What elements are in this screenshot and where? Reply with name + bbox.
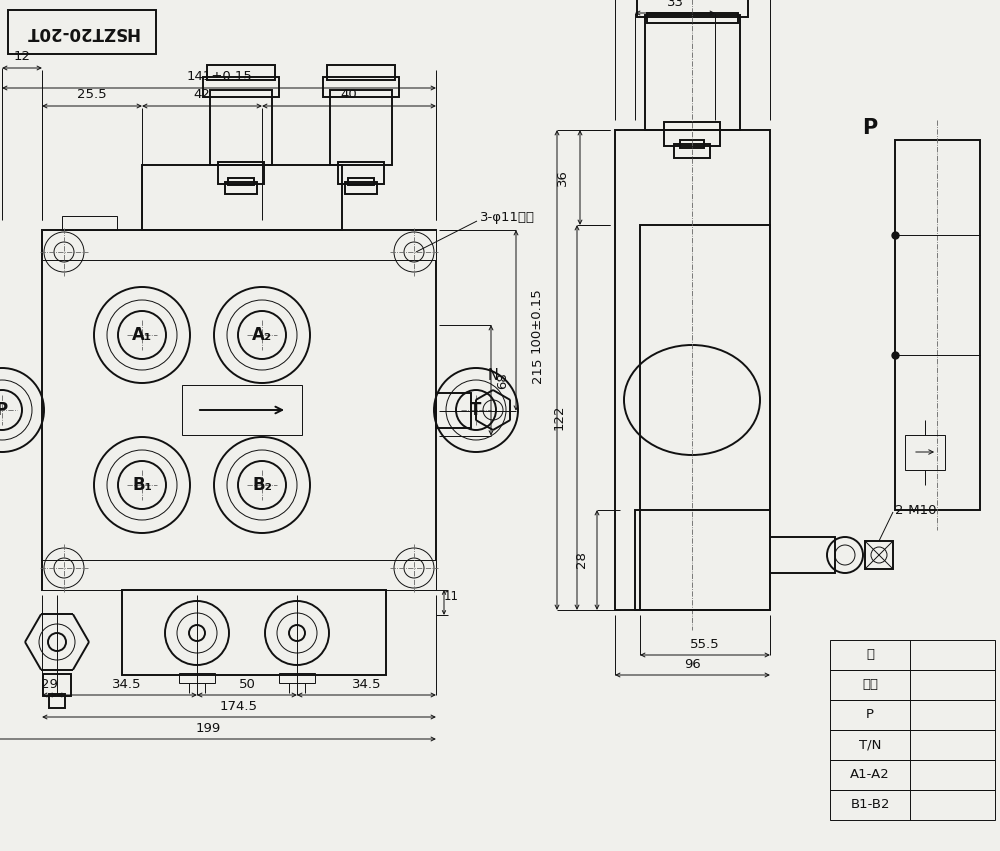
Text: 12: 12 bbox=[14, 50, 30, 64]
Text: A₁: A₁ bbox=[132, 326, 152, 344]
Bar bbox=[8, 10, 156, 54]
Bar bbox=[330, 90, 392, 165]
Text: B₂: B₂ bbox=[252, 476, 272, 494]
Bar bbox=[225, 182, 257, 194]
Bar bbox=[830, 730, 995, 760]
Bar bbox=[228, 178, 254, 185]
Bar bbox=[905, 435, 945, 470]
Text: 36: 36 bbox=[556, 169, 568, 186]
Text: 40: 40 bbox=[341, 89, 357, 101]
Bar bbox=[323, 77, 399, 97]
Text: 55.5: 55.5 bbox=[690, 637, 720, 650]
Bar bbox=[42, 230, 436, 260]
Bar bbox=[635, 510, 770, 610]
Text: 68: 68 bbox=[496, 372, 510, 389]
Bar bbox=[49, 694, 65, 708]
Text: A1-A2: A1-A2 bbox=[850, 768, 890, 781]
Text: 42: 42 bbox=[194, 89, 210, 101]
Text: 100±0.15: 100±0.15 bbox=[530, 288, 542, 353]
Bar bbox=[865, 541, 893, 569]
Text: 接口: 接口 bbox=[862, 678, 878, 692]
Bar bbox=[279, 673, 315, 683]
Text: 3-φ11通孔: 3-φ11通孔 bbox=[480, 212, 535, 225]
Bar bbox=[645, 15, 740, 130]
Text: 2-M10: 2-M10 bbox=[895, 504, 936, 517]
Text: 122: 122 bbox=[552, 405, 566, 431]
Bar bbox=[122, 590, 386, 675]
Text: T/N: T/N bbox=[859, 739, 881, 751]
Text: B1-B2: B1-B2 bbox=[850, 798, 890, 812]
Text: HSZT20-20T: HSZT20-20T bbox=[25, 23, 139, 41]
Text: 174.5: 174.5 bbox=[220, 700, 258, 712]
Text: P: P bbox=[0, 401, 8, 419]
Bar bbox=[43, 674, 71, 696]
Bar bbox=[770, 537, 835, 573]
Bar bbox=[42, 560, 436, 590]
Text: 25.5: 25.5 bbox=[77, 89, 107, 101]
Bar bbox=[615, 130, 770, 610]
Bar bbox=[674, 144, 710, 158]
Bar bbox=[338, 162, 384, 184]
Bar bbox=[179, 673, 215, 683]
Text: 34.5: 34.5 bbox=[352, 677, 381, 690]
Text: 29: 29 bbox=[41, 677, 58, 690]
Text: 141±0.15: 141±0.15 bbox=[186, 71, 252, 83]
Text: 33: 33 bbox=[666, 0, 684, 9]
Bar bbox=[182, 385, 302, 435]
Text: 215: 215 bbox=[530, 357, 544, 383]
Text: 199: 199 bbox=[195, 722, 221, 734]
Text: P: P bbox=[862, 118, 878, 138]
Text: N: N bbox=[488, 368, 498, 384]
Text: T: T bbox=[470, 401, 482, 419]
Bar bbox=[830, 640, 995, 670]
Bar bbox=[345, 182, 377, 194]
Text: B₁: B₁ bbox=[132, 476, 152, 494]
Bar bbox=[664, 122, 720, 146]
Bar bbox=[637, 0, 748, 17]
Text: 阀: 阀 bbox=[866, 648, 874, 661]
Text: 96: 96 bbox=[684, 658, 701, 671]
Bar bbox=[647, 13, 738, 23]
Text: 34.5: 34.5 bbox=[112, 677, 142, 690]
Bar bbox=[830, 700, 995, 730]
Bar bbox=[327, 65, 395, 80]
Text: A₂: A₂ bbox=[252, 326, 272, 344]
Text: 50: 50 bbox=[239, 677, 255, 690]
Bar bbox=[210, 90, 272, 165]
Text: P: P bbox=[866, 709, 874, 722]
Bar bbox=[436, 393, 471, 428]
Text: 11: 11 bbox=[444, 590, 459, 603]
Text: 28: 28 bbox=[574, 551, 588, 568]
Bar bbox=[680, 140, 704, 148]
Bar bbox=[207, 65, 275, 80]
Bar bbox=[830, 670, 995, 700]
Bar bbox=[142, 165, 342, 230]
Bar bbox=[640, 225, 770, 610]
Bar bbox=[218, 162, 264, 184]
Bar bbox=[830, 790, 995, 820]
Bar bbox=[62, 216, 117, 230]
Bar bbox=[348, 178, 374, 185]
Bar bbox=[895, 140, 980, 510]
Bar bbox=[830, 760, 995, 790]
Bar bbox=[42, 230, 436, 590]
Bar bbox=[203, 77, 279, 97]
